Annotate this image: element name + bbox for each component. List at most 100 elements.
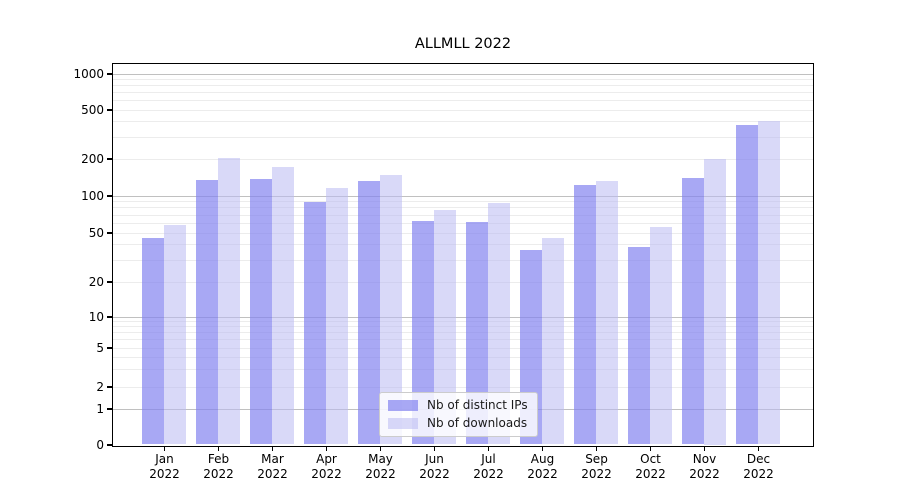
x-tick-label-line: 2022 — [311, 467, 342, 481]
gridline-minor — [112, 356, 813, 358]
gridline-minor — [112, 386, 813, 388]
x-tick-mark — [271, 446, 274, 451]
x-tick-label: Jul 2022 — [462, 452, 516, 482]
bar-distinct-ips — [196, 180, 218, 445]
y-tick-mark — [106, 73, 113, 75]
bar-distinct-ips — [628, 247, 650, 445]
gridline-minor — [112, 244, 813, 246]
y-tick-label: 0 — [96, 438, 104, 452]
gridline-minor — [112, 100, 813, 102]
gridline-minor — [112, 281, 813, 283]
x-tick-label-line: Mar — [261, 452, 284, 466]
bar-downloads — [596, 181, 618, 445]
gridline-minor — [112, 201, 813, 203]
y-tick-mark — [106, 408, 113, 410]
x-tick-mark — [541, 446, 544, 451]
legend-label-downloads: Nb of downloads — [427, 416, 528, 430]
x-tick-mark — [325, 446, 328, 451]
x-tick-label-line: Nov — [692, 452, 717, 466]
bar-downloads — [650, 227, 672, 445]
x-tick-label-line: Jun — [425, 452, 444, 466]
x-tick-label: Jun 2022 — [408, 452, 462, 482]
y-tick-label: 500 — [81, 103, 104, 117]
y-tick-label: 20 — [88, 275, 104, 289]
bar-distinct-ips — [304, 201, 326, 445]
x-tick-label-line: Oct — [640, 452, 661, 466]
x-tick-mark — [163, 446, 166, 451]
gridline-minor — [112, 369, 813, 371]
bar-downloads — [434, 210, 456, 445]
gridline-minor — [112, 78, 813, 80]
bar-downloads — [488, 202, 510, 445]
bar-distinct-ips — [574, 185, 596, 445]
y-tick-label: 200 — [81, 152, 104, 166]
y-tick-label: 1 — [96, 402, 104, 416]
gridline-minor — [112, 158, 813, 160]
bar-downloads — [380, 175, 402, 445]
bar-distinct-ips — [250, 178, 272, 445]
x-tick-mark — [703, 446, 706, 451]
gridline-major — [112, 316, 813, 318]
x-tick-label: Sep 2022 — [570, 452, 624, 482]
gridline-minor — [112, 339, 813, 341]
gridline-minor — [112, 222, 813, 224]
x-tick-label: Jan 2022 — [138, 452, 192, 482]
plot-area — [111, 62, 814, 447]
bar-downloads — [704, 158, 726, 445]
x-tick-label-line: 2022 — [365, 467, 396, 481]
y-tick-mark — [106, 195, 113, 197]
gridline-minor — [112, 259, 813, 261]
x-tick-label-line: 2022 — [743, 467, 774, 481]
x-tick-label: Nov 2022 — [678, 452, 732, 482]
gridline-minor — [112, 92, 813, 94]
x-tick-label-line: 2022 — [257, 467, 288, 481]
y-tick-label: 2 — [96, 380, 104, 394]
y-tick-label: 50 — [88, 226, 104, 240]
y-tick-label: 10 — [88, 310, 104, 324]
x-tick-label-line: 2022 — [689, 467, 720, 481]
x-tick-label: Apr 2022 — [300, 452, 354, 482]
x-tick-label: Oct 2022 — [624, 452, 678, 482]
legend-swatch-distinct-ips — [388, 399, 418, 411]
bar-distinct-ips — [466, 221, 488, 445]
y-tick-mark — [106, 386, 113, 388]
x-tick-label-line: Aug — [530, 452, 555, 466]
legend: Nb of distinct IPs Nb of downloads — [379, 392, 538, 437]
x-tick-label-line: 2022 — [581, 467, 612, 481]
x-tick-mark — [649, 446, 652, 451]
gridline-minor — [112, 85, 813, 87]
bar-downloads — [272, 166, 294, 445]
bar-downloads — [758, 120, 780, 445]
x-tick-label-line: Jul — [481, 452, 496, 466]
x-tick-mark — [757, 446, 760, 451]
gridline-minor — [112, 214, 813, 216]
x-tick-label-line: Apr — [316, 452, 337, 466]
bar-downloads — [326, 188, 348, 445]
x-tick-mark — [433, 446, 436, 451]
x-tick-label-line: 2022 — [203, 467, 234, 481]
x-tick-label-line: 2022 — [149, 467, 180, 481]
gridline-major — [112, 195, 813, 197]
x-tick-mark — [595, 446, 598, 451]
x-tick-mark — [487, 446, 490, 451]
gridline-minor — [112, 121, 813, 123]
x-tick-label: Dec 2022 — [732, 452, 786, 482]
y-tick-mark — [106, 347, 113, 349]
x-tick-mark — [379, 446, 382, 451]
x-tick-label: Aug 2022 — [516, 452, 570, 482]
y-tick-mark — [106, 109, 113, 111]
legend-row-distinct-ips: Nb of distinct IPs — [388, 398, 528, 412]
y-tick-mark — [106, 316, 113, 318]
y-tick-mark — [106, 444, 113, 446]
x-tick-label: May 2022 — [354, 452, 408, 482]
x-tick-label-line: 2022 — [635, 467, 666, 481]
y-tick-label: 100 — [81, 189, 104, 203]
x-tick-label-line: Dec — [746, 452, 771, 466]
x-tick-label-line: Jan — [155, 452, 174, 466]
gridline-minor — [112, 326, 813, 328]
x-tick-label: Feb 2022 — [192, 452, 246, 482]
gridline-major — [112, 73, 813, 75]
x-tick-label-line: Sep — [585, 452, 608, 466]
gridline-minor — [112, 232, 813, 234]
